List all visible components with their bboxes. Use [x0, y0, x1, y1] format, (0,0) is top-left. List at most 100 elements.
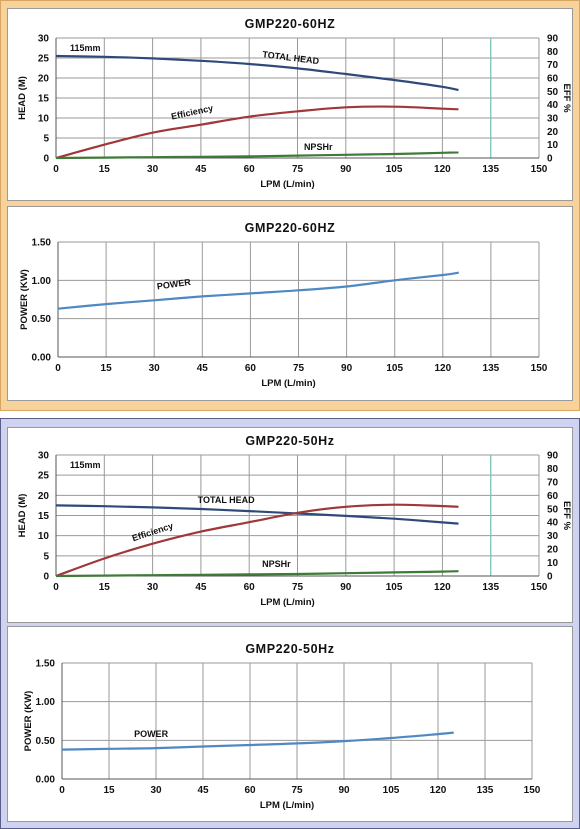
x-tick-label: 90	[340, 582, 352, 593]
x-tick-label: 30	[147, 164, 159, 175]
x-tick-label: 90	[341, 363, 353, 374]
x-tick-label: 135	[482, 164, 499, 175]
y-tick-label: 0.50	[36, 736, 56, 747]
x-tick-label: 15	[101, 363, 113, 374]
x-tick-label: 150	[524, 785, 541, 796]
chart-title: GMP220-60HZ	[245, 17, 336, 31]
x-tick-label: 45	[195, 582, 207, 593]
x-tick-label: 0	[59, 785, 65, 796]
series-line-npshr	[55, 570, 459, 578]
x-tick-label: 105	[386, 363, 403, 374]
x-tick-label: 75	[291, 785, 303, 796]
x-tick-label: 105	[383, 785, 400, 796]
panel-50hz: GMP220-50Hz 0 5 10 15 20 25 30 0 15 30 45 60 75 90 105 1…	[0, 418, 580, 829]
y-tick-label: 25	[38, 54, 50, 65]
x-tick-label: 120	[434, 363, 451, 374]
x-tick-label: 120	[434, 164, 451, 175]
series-line-npshr	[55, 151, 459, 160]
x-tick-label: 60	[244, 164, 256, 175]
x-tick-label: 105	[386, 582, 403, 593]
y2-tick-label: 10	[547, 140, 559, 151]
series-label-npshr: NPSHr	[262, 559, 291, 569]
head-chart-50hz-box: GMP220-50Hz 0 5 10 15 20 25 30 0 15 30 45 60 75 90 105 1…	[7, 427, 573, 623]
x-tick-label: 30	[150, 785, 162, 796]
y-tick-label: 10	[38, 531, 50, 542]
chart-title: GMP220-50Hz	[245, 642, 334, 656]
x-tick-label: 75	[292, 164, 304, 175]
x-tick-label: 60	[245, 363, 257, 374]
series-line-efficiency	[55, 503, 459, 578]
x-tick-label: 15	[99, 582, 111, 593]
series-line-efficiency	[55, 105, 459, 160]
y-tick-label: 5	[43, 551, 49, 562]
y2-tick-label: 90	[547, 34, 559, 45]
y-tick-label: 1.50	[36, 659, 56, 670]
series-line-total-head	[55, 54, 459, 92]
series-line-power	[61, 731, 454, 751]
y2-tick-label: 30	[547, 531, 559, 542]
y-tick-label: 0	[43, 154, 49, 165]
y2-tick-label: 0	[547, 154, 553, 165]
y2-axis-label: EFF %	[561, 501, 572, 531]
head-efficiency-chart-50hz: GMP220-50Hz 0 5 10 15 20 25 30 0 15 30 45 60 75 90 105 1…	[17, 434, 572, 608]
series-label-total-head: TOTAL HEAD	[262, 49, 320, 66]
series-label-power: POWER	[156, 277, 192, 292]
x-axis-label: LPM (L/min)	[260, 597, 314, 608]
x-tick-label: 30	[149, 363, 161, 374]
y2-tick-label: 60	[547, 491, 559, 502]
chart-title: GMP220-60HZ	[245, 221, 336, 235]
x-axis-label: LPM (L/min)	[261, 378, 315, 389]
y2-tick-label: 70	[547, 477, 559, 488]
y-tick-label: 20	[38, 491, 50, 502]
impeller-size-label: 115mm	[70, 43, 101, 53]
y-tick-label: 0	[43, 572, 49, 583]
y-tick-label: 30	[38, 451, 50, 462]
y2-axis-label: EFF %	[561, 83, 572, 113]
chart-title: GMP220-50Hz	[245, 434, 334, 448]
head-chart-60hz-box: GMP220-60HZ 0 5 10 15 20 25 30 0 15 30 45 60 75 90 105 1…	[7, 8, 573, 201]
y2-tick-label: 70	[547, 60, 559, 71]
y2-tick-label: 60	[547, 74, 559, 85]
y2-tick-label: 10	[547, 558, 559, 569]
x-tick-label: 135	[483, 363, 500, 374]
y2-tick-label: 50	[547, 87, 559, 98]
series-label-npshr: NPSHr	[304, 142, 333, 152]
head-efficiency-chart-60hz: GMP220-60HZ 0 5 10 15 20 25 30 0 15 30 45 60 75 90 105 1…	[17, 17, 572, 190]
y-tick-label: 1.00	[32, 276, 52, 287]
series-line-total-head	[55, 504, 459, 525]
x-tick-label: 0	[53, 164, 59, 175]
x-tick-label: 135	[482, 582, 499, 593]
x-tick-label: 135	[477, 785, 494, 796]
x-tick-label: 45	[197, 785, 209, 796]
y2-tick-label: 20	[547, 545, 559, 556]
x-tick-label: 120	[430, 785, 447, 796]
x-axis-label: LPM (L/min)	[260, 800, 314, 811]
x-tick-label: 45	[195, 164, 207, 175]
y2-tick-label: 40	[547, 100, 559, 111]
series-label-power: POWER	[134, 729, 169, 739]
y-axis-label: HEAD (M)	[17, 76, 28, 120]
y2-tick-label: 0	[547, 572, 553, 583]
y2-tick-label: 90	[547, 451, 559, 462]
y-axis-label: HEAD (M)	[17, 494, 28, 538]
y-tick-label: 1.00	[36, 697, 56, 708]
y-tick-label: 0.00	[32, 353, 52, 364]
x-tick-label: 60	[244, 582, 256, 593]
x-tick-label: 0	[53, 582, 59, 593]
series-line-power	[57, 271, 459, 310]
impeller-size-label: 115mm	[70, 460, 101, 470]
power-chart-50hz-box: GMP220-50Hz 0.00 0.50 1.00 1.50 0 15 30 45 60 75 90…	[7, 626, 573, 822]
y-tick-label: 5	[43, 134, 49, 145]
x-tick-label: 60	[244, 785, 256, 796]
panel-60hz: GMP220-60HZ 0 5 10 15 20 25 30 0 15 30 45 60 75 90 105 1…	[0, 0, 580, 411]
x-tick-label: 45	[197, 363, 209, 374]
x-tick-label: 15	[99, 164, 111, 175]
x-tick-label: 30	[147, 582, 159, 593]
y-tick-label: 0.50	[32, 314, 52, 325]
x-tick-label: 75	[293, 363, 305, 374]
series-label-total-head: TOTAL HEAD	[198, 495, 256, 505]
x-tick-label: 0	[55, 363, 61, 374]
y-tick-label: 20	[38, 74, 50, 85]
x-tick-label: 90	[340, 164, 352, 175]
x-tick-label: 150	[531, 363, 548, 374]
